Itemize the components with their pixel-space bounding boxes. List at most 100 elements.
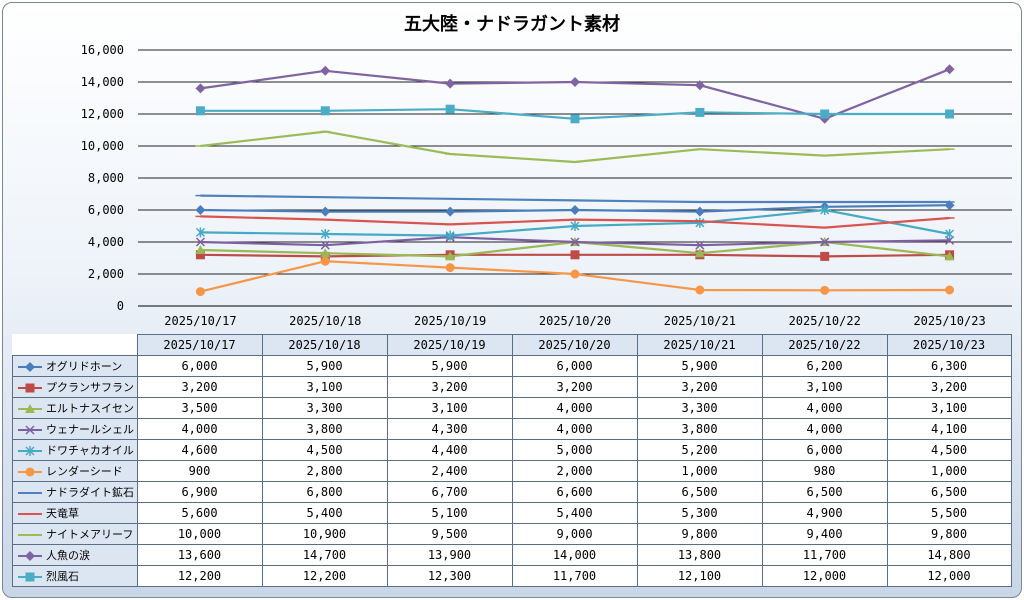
table-cell: 3,100 xyxy=(761,376,888,398)
table-body: オグリドホーン 6,000 5,900 5,900 6,000 5,900 6,200 6,3… xyxy=(12,355,1012,587)
series-name: 人魚の涙 xyxy=(46,549,90,562)
data-point xyxy=(320,256,330,266)
data-point xyxy=(570,114,580,124)
table-row: 人魚の涙 13,600 14,700 13,900 14,000 13,800 11,700… xyxy=(12,544,1012,566)
data-point xyxy=(195,106,205,116)
table-cell: 3,100 xyxy=(261,376,388,398)
legend-key: ナイトメアリーフ xyxy=(12,523,138,545)
table-cell: 3,200 xyxy=(511,376,638,398)
data-point xyxy=(570,250,580,260)
x-tick-label: 2025/10/21 xyxy=(664,314,736,328)
table-cell: 4,500 xyxy=(261,439,388,461)
data-point xyxy=(195,250,205,260)
table-cell: 9,800 xyxy=(636,523,763,545)
series-7 xyxy=(195,215,955,229)
data-point xyxy=(570,77,580,87)
table-cell: 3,200 xyxy=(636,376,763,398)
table-cell: 6,000 xyxy=(136,355,263,377)
legend-marker-icon xyxy=(18,446,42,456)
legend-key: エルトナスイセン xyxy=(12,397,138,419)
table-cell: 14,000 xyxy=(511,544,638,566)
table-cell: 6,200 xyxy=(761,355,888,377)
legend-marker-icon xyxy=(18,383,42,393)
table-cell: 980 xyxy=(761,460,888,482)
legend-key: レンダーシード xyxy=(12,460,138,482)
table-cell: 4,600 xyxy=(136,439,263,461)
series-8 xyxy=(195,130,955,164)
y-tick-label: 0 xyxy=(117,299,124,313)
data-point xyxy=(195,227,205,238)
table-row: ナイトメアリーフ 10,000 10,900 9,500 9,000 9,800 9,400… xyxy=(12,523,1012,545)
table-cell: 6,500 xyxy=(886,481,1012,503)
table-cell: 12,100 xyxy=(636,565,763,587)
table-cell: 4,100 xyxy=(886,418,1012,440)
legend-marker-icon xyxy=(18,404,42,413)
table-cell: 4,400 xyxy=(386,439,513,461)
legend-key: 烈風石 xyxy=(12,565,138,587)
legend-key: ウェナールシェル xyxy=(12,418,138,440)
x-tick-label: 2025/10/18 xyxy=(289,314,361,328)
table-cell: 12,300 xyxy=(386,565,513,587)
table-cell: 5,900 xyxy=(636,355,763,377)
table-header-row: 2025/10/17 2025/10/18 2025/10/19 2025/10/20… xyxy=(12,334,1012,356)
data-point xyxy=(445,104,455,114)
data-point xyxy=(445,251,456,261)
data-point xyxy=(694,248,705,258)
legend-marker xyxy=(25,362,35,372)
data-point xyxy=(320,65,331,76)
data-point xyxy=(820,109,830,119)
table-cell: 4,000 xyxy=(761,418,888,440)
y-tick-label: 6,000 xyxy=(88,203,124,217)
table-cell: 900 xyxy=(136,460,263,482)
table-header-date: 2025/10/23 xyxy=(886,334,1012,356)
legend-marker xyxy=(25,404,35,413)
table-cell: 9,000 xyxy=(511,523,638,545)
data-point xyxy=(445,263,455,273)
table-cell: 6,000 xyxy=(511,355,638,377)
table-cell: 6,900 xyxy=(136,481,263,503)
table-cell: 6,500 xyxy=(636,481,763,503)
data-point xyxy=(944,251,955,261)
data-point xyxy=(320,248,331,258)
legend-key: ナドラダイト鉱石 xyxy=(12,481,138,503)
legend-key: 天竜草 xyxy=(12,502,138,524)
table-cell: 3,500 xyxy=(136,397,263,419)
chart-title: 五大陸・ナドラガント素材 xyxy=(404,14,620,35)
x-tick-label: 2025/10/22 xyxy=(789,314,861,328)
table-row: エルトナスイセン 3,500 3,300 3,100 4,000 3,300 4,000 3,… xyxy=(12,397,1012,419)
x-tick-label: 2025/10/17 xyxy=(164,314,236,328)
table-cell: 10,000 xyxy=(136,523,263,545)
data-point xyxy=(945,109,955,119)
series-name: ナイトメアリーフ xyxy=(46,528,134,541)
series-9 xyxy=(195,64,955,124)
table-header-date: 2025/10/22 xyxy=(761,334,888,356)
x-tick-label: 2025/10/19 xyxy=(414,314,486,328)
table-cell: 5,400 xyxy=(261,502,388,524)
data-point xyxy=(195,237,205,247)
table-row: 烈風石 12,200 12,200 12,300 11,700 12,100 12,000 1… xyxy=(12,565,1012,587)
table-cell: 12,200 xyxy=(261,565,388,587)
legend-marker xyxy=(25,383,35,393)
table-row: 天竜草 5,600 5,400 5,100 5,400 5,300 4,900 5,500 xyxy=(12,502,1012,524)
legend-key: ドワチャカオイル xyxy=(12,439,138,461)
table-cell: 13,900 xyxy=(386,544,513,566)
series-10 xyxy=(195,104,955,124)
data-point xyxy=(944,64,955,75)
data-table: 2025/10/17 2025/10/18 2025/10/19 2025/10/20… xyxy=(12,334,1012,587)
legend-marker-icon xyxy=(18,551,42,561)
data-point xyxy=(195,245,206,254)
y-tick-label: 4,000 xyxy=(88,235,124,249)
table-cell: 12,200 xyxy=(136,565,263,587)
data-point xyxy=(570,221,580,231)
table-corner xyxy=(12,334,138,356)
table-cell: 5,900 xyxy=(261,355,388,377)
legend-key: プクランサフラン xyxy=(12,376,138,398)
legend-marker-icon xyxy=(18,467,42,477)
legend-marker-icon xyxy=(18,362,42,372)
data-point xyxy=(320,229,330,239)
table-row: プクランサフラン 3,200 3,100 3,200 3,200 3,200 3,100 3,… xyxy=(12,376,1012,398)
table-cell: 5,200 xyxy=(636,439,763,461)
table-cell: 2,800 xyxy=(261,460,388,482)
table-cell: 3,300 xyxy=(636,397,763,419)
table-row: ドワチャカオイル 4,600 4,500 4,400 5,000 5,200 6,000 4,… xyxy=(12,439,1012,461)
